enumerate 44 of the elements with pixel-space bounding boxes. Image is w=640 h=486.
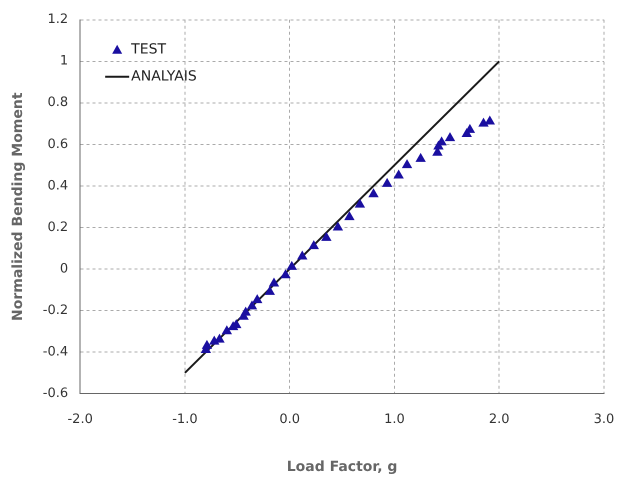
x-tick-label: 0.0 (279, 412, 300, 427)
point (333, 222, 343, 230)
point (478, 118, 488, 127)
point (286, 261, 297, 270)
point (308, 240, 319, 250)
x-tick-label: -2.0 (67, 412, 93, 427)
legend-label: TEST (130, 41, 166, 58)
y-tick-label: 0.6 (47, 136, 68, 152)
point (368, 188, 378, 198)
x-tick-label: 2.0 (488, 412, 510, 427)
point (484, 116, 495, 125)
y-tick-label: 1.2 (47, 12, 68, 28)
point (445, 132, 455, 142)
point (297, 251, 308, 260)
point (382, 178, 392, 187)
x-tick-label: 1.0 (384, 412, 405, 427)
point (247, 300, 257, 310)
point (322, 232, 332, 241)
point (214, 334, 224, 343)
x-tick-label: 3.0 (594, 412, 614, 427)
y-tick-label: -0.6 (42, 386, 68, 401)
point (202, 340, 212, 349)
point (344, 212, 354, 220)
legend-label: ANALYAIS (131, 68, 197, 84)
point (222, 326, 232, 334)
point (252, 294, 262, 304)
point (240, 307, 251, 316)
y-tick-label: 0.8 (47, 95, 68, 110)
y-tick-label: 0.2 (47, 220, 68, 235)
y-tick-label: 0 (60, 261, 68, 276)
x-tick-label: -1.0 (172, 412, 198, 427)
point (355, 199, 365, 208)
point (402, 160, 412, 168)
y-tick-label: -0.2 (42, 302, 68, 318)
y-axis-title: Normalized Bending Moment (10, 92, 26, 321)
point (269, 278, 279, 287)
y-tick-label: 1 (60, 54, 68, 69)
point (394, 170, 404, 179)
x-axis-title: Load Factor, g (286, 459, 398, 476)
point (416, 153, 426, 162)
y-tick-label: 0.4 (47, 178, 68, 194)
point (264, 286, 275, 295)
point (280, 270, 290, 278)
y-tick-label: -0.4 (42, 344, 68, 360)
